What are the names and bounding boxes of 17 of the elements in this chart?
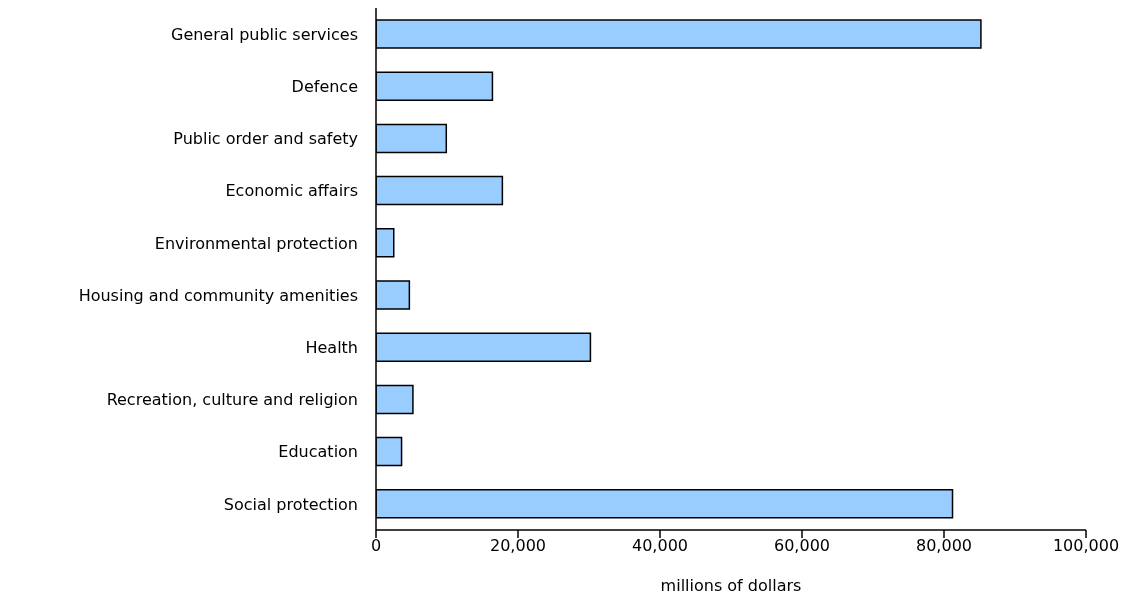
y-tick-label: Public order and safety <box>173 129 358 149</box>
y-tick-label: Housing and community amenities <box>78 285 358 305</box>
y-tick-label: Environmental protection <box>154 233 358 253</box>
x-tick-label: 100,000 <box>1052 536 1120 556</box>
y-tick-label: Health <box>305 337 358 357</box>
y-tick-label: Defence <box>291 76 358 96</box>
x-tick-label: 0 <box>370 536 382 556</box>
y-tick-label: General public services <box>170 24 358 44</box>
y-tick-label: Social protection <box>223 494 358 514</box>
x-tick-label: 80,000 <box>916 536 972 556</box>
y-tick-label: Recreation, culture and religion <box>106 390 358 410</box>
x-tick-label: 60,000 <box>774 536 830 556</box>
x-tick-label: 20,000 <box>490 536 546 556</box>
y-tick-label: Economic affairs <box>225 181 358 201</box>
x-axis-title: millions of dollars <box>660 576 802 595</box>
y-tick-label: Education <box>278 442 358 462</box>
x-tick-label: 40,000 <box>632 536 688 556</box>
